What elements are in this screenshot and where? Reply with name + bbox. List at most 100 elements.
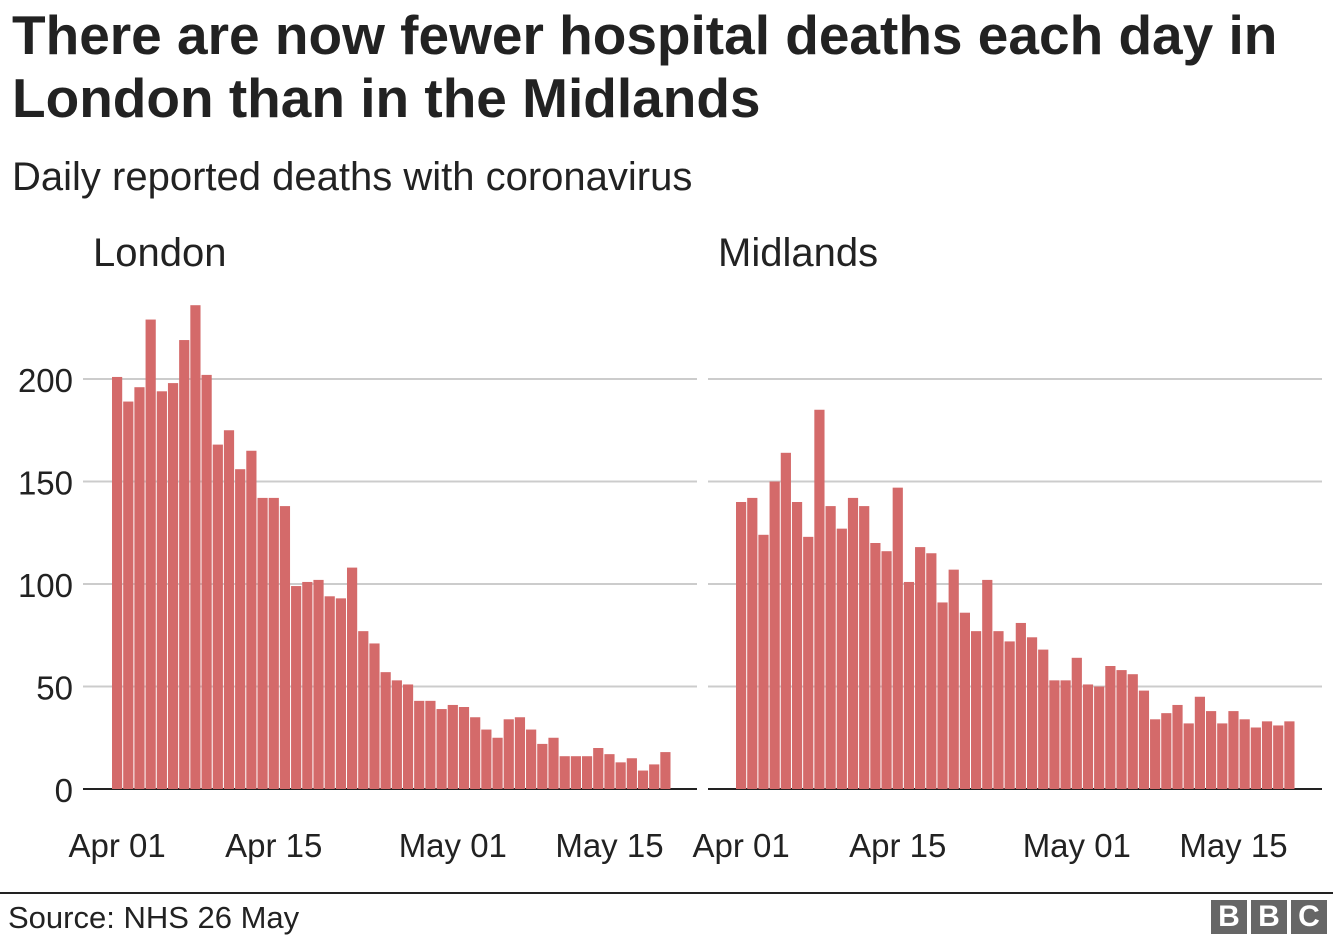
logo-letter-c: C [1291,900,1327,934]
bar-london-12 [235,469,246,789]
bar-midlands-38 [1150,719,1161,789]
bar-london-50 [660,752,671,789]
bar-midlands-7 [803,536,814,789]
x-tick-label-midlands-4: May 15 [1179,827,1287,864]
bar-midlands-28 [1038,649,1049,789]
london-panel: London Apr 01 Apr 15 May 01 May 15 [68,231,697,864]
panel-title-midlands: Midlands [718,231,878,275]
bar-midlands-40 [1172,704,1183,789]
bar-midlands-46 [1239,719,1250,789]
bar-midlands-10 [836,528,847,789]
bar-london-18 [302,581,313,789]
bar-london-16 [279,506,291,789]
bar-london-2 [123,401,134,789]
bar-midlands-6 [791,502,803,789]
bar-midlands-14 [881,551,892,789]
bar-midlands-36 [1127,674,1138,789]
bar-midlands-30 [1060,680,1071,789]
bar-london-22 [346,567,358,789]
bar-midlands-32 [1082,684,1094,789]
bar-midlands-11 [847,497,859,789]
bar-midlands-25 [1004,641,1015,789]
x-tick-labels-london: Apr 01 Apr 15 May 01 May 15 [68,827,663,864]
logo-letter-b1: B [1211,900,1247,934]
bar-midlands-44 [1217,723,1228,789]
logo-letter-b2: B [1251,900,1287,934]
bar-london-40 [548,737,559,789]
bar-london-38 [526,729,537,789]
y-axis-labels: 0 50 100 150 200 [18,362,73,809]
bar-london-44 [593,748,604,789]
bar-london-15 [268,497,279,789]
bar-midlands-33 [1094,686,1105,789]
bar-midlands-39 [1161,713,1172,789]
x-tick-label-midlands-1: Apr 01 [692,827,789,864]
bbc-logo: B B C [1211,900,1327,934]
bar-london-33 [470,717,481,789]
bar-london-23 [358,631,369,789]
bar-midlands-2 [747,497,758,789]
bar-midlands-34 [1105,666,1116,789]
bar-midlands-3 [758,534,769,789]
bar-london-13 [246,450,257,789]
x-tick-label-midlands-2: Apr 15 [849,827,946,864]
bar-midlands-43 [1205,711,1217,789]
bar-london-43 [581,756,593,789]
bars-midlands [736,409,1295,789]
bar-london-39 [537,743,548,789]
bar-midlands-15 [892,487,903,789]
bar-london-31 [447,704,458,789]
chart-title: There are now fewer hospital deaths each… [12,4,1278,129]
bar-london-1 [112,376,123,789]
bar-london-17 [291,586,302,789]
bar-london-30 [436,709,447,789]
bar-london-46 [615,762,626,789]
x-tick-label-london-2: Apr 15 [225,827,322,864]
chart-subtitle: Daily reported deaths with coronavirus [12,155,693,199]
y-tick-label-50: 50 [36,670,73,707]
bar-midlands-5 [780,452,791,789]
bar-midlands-29 [1049,680,1060,789]
bar-midlands-35 [1116,670,1127,789]
bar-london-24 [369,643,380,789]
bar-midlands-21 [959,612,970,789]
bar-london-45 [604,754,615,789]
footer-divider [0,892,1333,894]
x-tick-label-london-3: May 01 [399,827,507,864]
bar-london-35 [492,737,503,789]
midlands-panel: Midlands Apr 01 Apr 15 May 01 May 15 [692,231,1322,864]
bar-midlands-4 [769,481,780,789]
chart-area: 0 50 100 150 200 London Apr 01 Apr 15 May 01 Ma… [18,231,1322,864]
bar-midlands-48 [1261,721,1273,789]
bar-london-8 [190,305,201,789]
bar-midlands-50 [1284,721,1295,789]
bar-midlands-20 [948,569,959,789]
bar-london-3 [134,387,145,789]
bar-midlands-1 [736,502,747,789]
bar-london-21 [335,598,346,789]
bar-london-5 [156,391,167,789]
bar-london-25 [380,672,391,789]
bar-midlands-8 [814,409,825,789]
bar-midlands-49 [1273,725,1284,789]
y-tick-label-0: 0 [55,772,73,809]
y-tick-label-200: 200 [18,362,73,399]
bar-midlands-18 [926,553,937,789]
x-tick-labels-midlands: Apr 01 Apr 15 May 01 May 15 [692,827,1287,864]
bar-midlands-13 [870,543,881,789]
bar-midlands-42 [1194,696,1205,789]
bar-midlands-16 [903,581,915,789]
bar-midlands-22 [970,631,982,789]
bar-midlands-9 [825,506,836,789]
panel-title-london: London [93,231,226,275]
bar-london-20 [324,596,335,789]
bar-midlands-23 [982,579,993,789]
bar-london-34 [481,729,492,789]
bar-london-29 [425,700,436,789]
bar-london-9 [201,374,212,789]
x-tick-label-london-1: Apr 01 [68,827,165,864]
y-tick-label-150: 150 [18,465,73,502]
bar-midlands-17 [915,547,926,789]
bar-midlands-45 [1228,711,1239,789]
bar-london-49 [649,764,660,789]
